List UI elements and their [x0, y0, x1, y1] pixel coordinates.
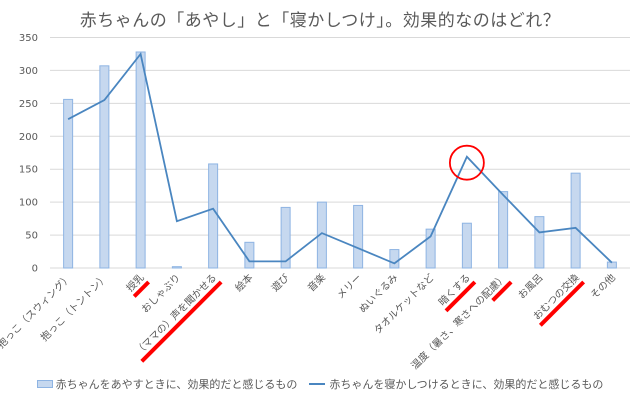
- bar: [606, 261, 617, 269]
- x-tick-label: その他: [588, 271, 618, 301]
- legend-item-line: 赤ちゃんを寝かしつけるときに、効果的だと感じるもの: [309, 376, 603, 392]
- line-series: [67, 51, 613, 265]
- highlight-circle: [448, 144, 485, 181]
- x-tick-label: 抱っこ（トントン）: [38, 271, 111, 344]
- line-swatch-icon: [309, 383, 326, 385]
- x-tick-label: 授乳: [123, 271, 146, 294]
- y-tick-label: 250: [19, 99, 38, 110]
- bar: [534, 216, 545, 269]
- bar: [570, 172, 581, 269]
- y-tick-label: 50: [25, 231, 38, 242]
- x-tick-label: 絵本: [232, 271, 255, 294]
- highlight-underline: [538, 280, 586, 327]
- legend-bar-label: 赤ちゃんをあやすときに、効果的だと感じるもの: [55, 378, 298, 391]
- bar: [280, 206, 291, 269]
- y-tick-label: 300: [19, 66, 38, 77]
- highlight-underline: [444, 280, 477, 313]
- bar: [171, 266, 182, 269]
- bar: [353, 204, 364, 269]
- legend-item-bar: 赤ちゃんをあやすときに、効果的だと感じるもの: [36, 376, 298, 392]
- highlight-underline: [140, 280, 223, 363]
- bar: [389, 249, 400, 269]
- bar: [208, 163, 219, 269]
- bar: [425, 228, 436, 269]
- highlight-underline: [491, 280, 513, 302]
- annotations: [132, 144, 586, 363]
- y-tick-label: 0: [32, 264, 38, 275]
- y-tick-label: 350: [19, 33, 38, 44]
- y-tick-label: 100: [19, 198, 38, 209]
- x-tick-label: タオルケットなど: [372, 272, 437, 337]
- x-tick-label: お風呂: [516, 272, 546, 302]
- bar-swatch-icon: [36, 380, 53, 388]
- bar-series: [63, 51, 617, 269]
- y-tick-label: 200: [19, 132, 38, 143]
- bar: [461, 222, 472, 269]
- y-axis-ticks: 0 50 100 150 200 250 300 350: [19, 33, 38, 275]
- chart-title: 赤ちゃんの「あやし」と「寝かしつけ」。効果的なのはどれ？: [79, 11, 561, 31]
- bar: [498, 191, 509, 269]
- gridlines: [50, 37, 630, 269]
- line-path: [67, 51, 613, 265]
- legend-line-label: 赤ちゃんを寝かしつけるときに、効果的だと感じるもの: [329, 378, 604, 391]
- y-tick-label: 150: [19, 165, 38, 176]
- x-axis-labels: 抱っこ（スウィング）抱っこ（トントン） 授乳おしゃぶり（ママの）声を聞かせる 絵本遊…: [0, 271, 618, 372]
- x-tick-label: 音楽: [305, 271, 328, 294]
- bar: [135, 51, 146, 269]
- bar: [99, 65, 110, 269]
- highlight-underline: [132, 280, 151, 298]
- x-tick-label: メリー: [335, 272, 364, 301]
- bar: [244, 241, 255, 269]
- x-tick-label: 遊び: [268, 271, 291, 294]
- legend: 赤ちゃんをあやすときに、効果的だと感じるもの 赤ちゃんを寝かしつけるときに、効果…: [0, 376, 640, 392]
- bar: [63, 98, 74, 269]
